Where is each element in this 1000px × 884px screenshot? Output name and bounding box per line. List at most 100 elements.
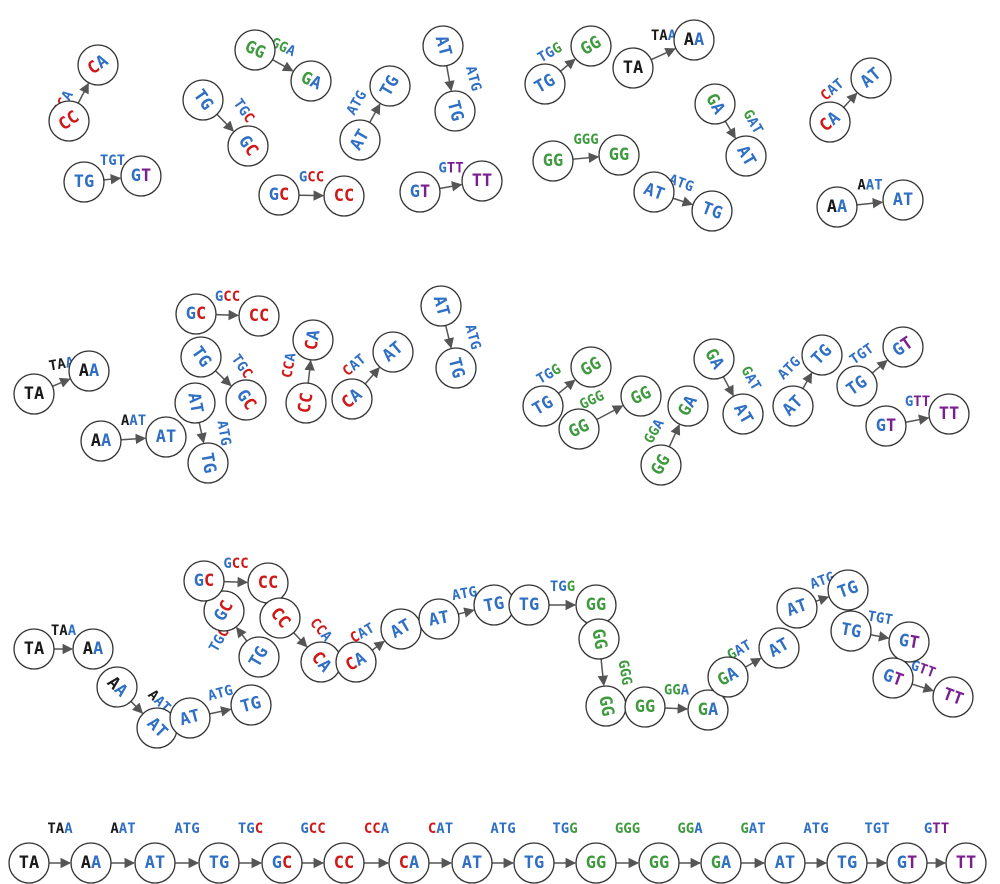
kmer-base: T: [117, 153, 125, 169]
kmer-base: A: [659, 28, 668, 44]
node-circle: [872, 657, 914, 699]
node-circle: [227, 125, 269, 167]
node-base: C: [279, 185, 289, 205]
kmer-label: GCC: [215, 289, 240, 305]
node-circle: [722, 393, 764, 435]
kmer-base: G: [223, 556, 231, 572]
kmer-label: TGT: [864, 821, 889, 837]
kmer-base: C: [307, 170, 315, 186]
graph-node: GG: [234, 29, 276, 71]
kmer-base: A: [749, 821, 758, 837]
node-circle: [369, 65, 411, 107]
kmer-base: G: [924, 821, 932, 837]
kmer-label: ATG: [174, 821, 199, 837]
kmer-text: GGG: [573, 132, 598, 148]
kmer-label: TGC: [228, 352, 256, 382]
graph-node: GG: [558, 408, 600, 450]
node-circle: [691, 190, 733, 232]
node-label: TG: [239, 693, 264, 718]
kmer-label: ATG: [490, 821, 515, 837]
node-circle: [63, 161, 105, 203]
edge-arrow: [597, 658, 609, 687]
node-base: T: [949, 404, 959, 424]
kmer-text: ATG: [344, 88, 371, 118]
kmer-text: GGG: [614, 659, 634, 687]
graph-node: TA: [13, 628, 55, 670]
node-base: T: [907, 853, 917, 873]
node-base: A: [178, 708, 193, 730]
kmer-label: TGG: [534, 361, 564, 388]
kmer-text: ATG: [174, 821, 199, 837]
node-base: G: [586, 853, 596, 873]
node-circle: [422, 25, 464, 67]
kmer-label: TGT: [100, 153, 125, 169]
kmer-base: G: [466, 81, 484, 93]
kmer-label: GGG: [577, 388, 607, 413]
node-base: T: [74, 172, 84, 192]
node-label: TG: [444, 356, 469, 381]
kmer-label: AAT: [110, 821, 135, 837]
node-circle: [203, 590, 245, 632]
kmer-label: GGG: [614, 659, 634, 687]
kmer-text: TGT: [847, 341, 877, 369]
node-base: T: [443, 99, 465, 114]
graph-node: CC: [48, 100, 90, 142]
node-circle: [640, 444, 682, 486]
node-base: A: [721, 853, 731, 873]
node-circle: [598, 134, 640, 176]
edge-arrow: [369, 103, 381, 123]
edge-arrow: [722, 376, 734, 397]
node-label: TA: [623, 58, 644, 78]
kmer-text: AAT: [857, 178, 882, 194]
kmer-label: CCA: [279, 351, 299, 379]
node-base: A: [156, 427, 166, 447]
kmer-base: T: [866, 608, 877, 625]
graph-node: TG: [63, 161, 105, 203]
kmer-label: GGG: [573, 132, 598, 148]
node-label: TT: [956, 853, 977, 873]
kmer-text: AAT: [110, 821, 135, 837]
node-base: A: [431, 34, 453, 49]
node-circle: [72, 628, 114, 670]
graph-node: TG: [827, 569, 869, 611]
node-circle: [620, 375, 662, 417]
node-base: T: [431, 303, 453, 318]
graph-node: GG: [624, 686, 666, 728]
node-label: GT: [131, 166, 152, 186]
node-label: GG: [586, 853, 607, 873]
kmer-base: T: [499, 821, 507, 837]
kmer-base: C: [364, 821, 372, 837]
node-circle: [836, 365, 878, 407]
graph-node: AT: [174, 382, 216, 424]
node-base: A: [684, 30, 694, 50]
graph-node: CC: [323, 175, 365, 217]
kmer-label: GCC: [300, 821, 325, 837]
kmer-base: G: [677, 821, 685, 837]
node-base: T: [420, 182, 430, 202]
kmer-base: T: [215, 427, 232, 438]
node-label: AT: [431, 34, 456, 59]
node-base: G: [534, 853, 544, 873]
kmer-base: A: [64, 821, 73, 837]
node-label: AT: [775, 853, 796, 873]
node-circle: [238, 295, 280, 337]
graph-node: GC: [227, 125, 269, 167]
node-circle: [882, 179, 924, 221]
edge-arrow: [371, 640, 385, 652]
kmer-text: CAT: [428, 821, 453, 837]
graph-node: GA: [694, 83, 736, 125]
graph-node: TG: [434, 90, 476, 132]
kmer-base: G: [299, 170, 307, 186]
node-circle: [418, 598, 460, 640]
graph-node: CC: [285, 382, 327, 424]
node-base: A: [89, 361, 99, 381]
graph-node: AT: [169, 697, 211, 739]
node-label: AA: [827, 197, 848, 217]
node-base: G: [649, 853, 659, 873]
kmer-base: C: [232, 556, 240, 572]
kmer-label: TGG: [552, 821, 577, 837]
kmer-base: A: [668, 28, 677, 44]
edge-arrow: [293, 632, 308, 648]
node-circle: [372, 331, 414, 373]
node-circle: [772, 385, 814, 427]
